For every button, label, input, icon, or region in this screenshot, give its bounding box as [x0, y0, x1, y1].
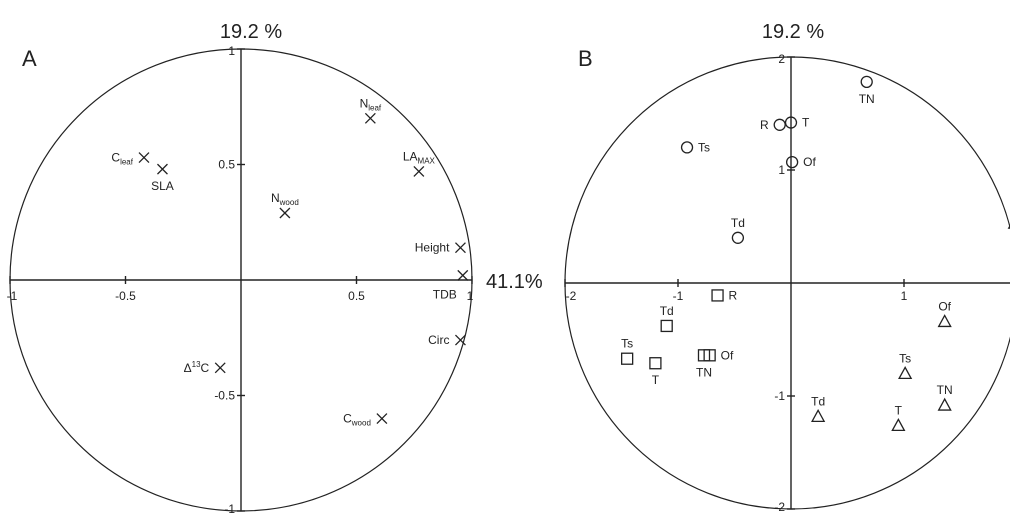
panel-a-correlation-circle: A 19.2 % 41.1% -1 -0.5 0.5 1 1 0.5 -0.5 -1 Cleaf SLA…	[7, 21, 543, 514]
square-marker	[711, 289, 724, 302]
x-marker	[376, 413, 388, 425]
x-tick-label: -1	[673, 289, 684, 303]
y-tick-label: 2	[778, 52, 785, 66]
x-marker-stroke	[364, 112, 376, 124]
point-label: Td	[660, 304, 674, 318]
point-label: Of	[803, 155, 816, 169]
x-marker	[364, 112, 376, 124]
x-marker-stroke	[454, 334, 466, 346]
y-tick-label: -0.5	[214, 389, 235, 403]
point-label: TN	[696, 365, 712, 379]
x-tick-label: 0.5	[348, 289, 365, 303]
x-tick-label: -1	[7, 289, 18, 303]
point-label: TN	[859, 92, 875, 106]
point-label: Nleaf	[360, 96, 382, 112]
x-marker-stroke	[376, 413, 388, 425]
y-tick-label: 1	[228, 44, 235, 58]
y-tick-label: -1	[774, 389, 785, 403]
square-marker	[703, 349, 716, 362]
y-variance-label: 19.2 %	[762, 21, 824, 43]
circle-marker	[773, 118, 786, 131]
point-label: R	[729, 288, 738, 302]
x-marker	[454, 334, 466, 346]
x-marker	[138, 152, 150, 164]
point-label: Nwood	[271, 191, 299, 207]
x-marker-stroke	[138, 152, 150, 164]
point-label: Of	[938, 299, 951, 313]
panel-label: A	[22, 46, 37, 71]
point-label: R	[760, 118, 769, 132]
point-label: TDB	[433, 287, 457, 301]
circle-marker	[860, 75, 873, 89]
x-marker-stroke	[214, 362, 226, 374]
point-label: Circ	[428, 333, 449, 347]
circle-marker	[784, 116, 798, 129]
point-label: Of	[721, 348, 734, 362]
circle-marker	[785, 155, 799, 169]
x-marker-stroke	[454, 242, 466, 254]
point-label: Height	[415, 241, 450, 255]
x-variance-label: 41.1%	[486, 271, 543, 293]
x-marker	[157, 163, 168, 175]
x-marker	[214, 362, 226, 374]
circle-marker	[680, 141, 694, 154]
point-label: SLA	[151, 179, 174, 193]
point-label: Td	[731, 216, 745, 230]
panel-label: B	[578, 46, 593, 71]
x-tick-label: 1	[901, 289, 908, 303]
panel-b-score-plot: B19.2 %-2-11221-1-2TNRTOfTsTdRRTdTsTTNOf…	[564, 21, 1010, 514]
x-marker	[413, 165, 425, 177]
y-tick-label: -2	[774, 500, 785, 514]
point-label: T	[895, 403, 903, 417]
x-marker	[279, 207, 291, 219]
point-label: Ts	[698, 140, 710, 154]
point-label: Ts	[621, 337, 633, 351]
point-label: Td	[811, 394, 825, 408]
x-marker	[454, 242, 466, 254]
triangle-marker	[937, 314, 952, 328]
x-marker-stroke	[413, 165, 425, 177]
point-label: Cwood	[343, 412, 371, 428]
square-marker	[660, 319, 673, 333]
y-variance-label: 19.2 %	[220, 21, 282, 43]
triangle-marker	[937, 397, 952, 411]
x-marker-stroke	[279, 207, 291, 219]
y-tick-label: -1	[224, 502, 235, 514]
point-label: T	[652, 373, 660, 387]
triangle-marker	[898, 366, 913, 380]
x-marker-stroke	[157, 163, 168, 175]
x-tick-label: -0.5	[115, 289, 136, 303]
y-tick-label: 1	[778, 163, 785, 177]
point-label: LAMAX	[403, 149, 436, 165]
circle-marker	[731, 231, 745, 244]
point-label: TN	[937, 383, 953, 397]
triangle-marker	[811, 408, 826, 422]
y-tick-label: 0.5	[218, 158, 235, 172]
x-tick-label: 1	[467, 289, 474, 303]
x-marker	[457, 269, 469, 281]
point-label: T	[802, 116, 810, 130]
point-label: Δ13C	[184, 360, 210, 375]
square-marker	[649, 357, 662, 370]
triangle-marker	[891, 418, 906, 432]
point-label: Ts	[899, 351, 911, 365]
point-label: Cleaf	[111, 151, 133, 167]
x-tick-label: -2	[566, 289, 577, 303]
x-marker-stroke	[457, 269, 469, 281]
square-marker	[621, 352, 634, 365]
